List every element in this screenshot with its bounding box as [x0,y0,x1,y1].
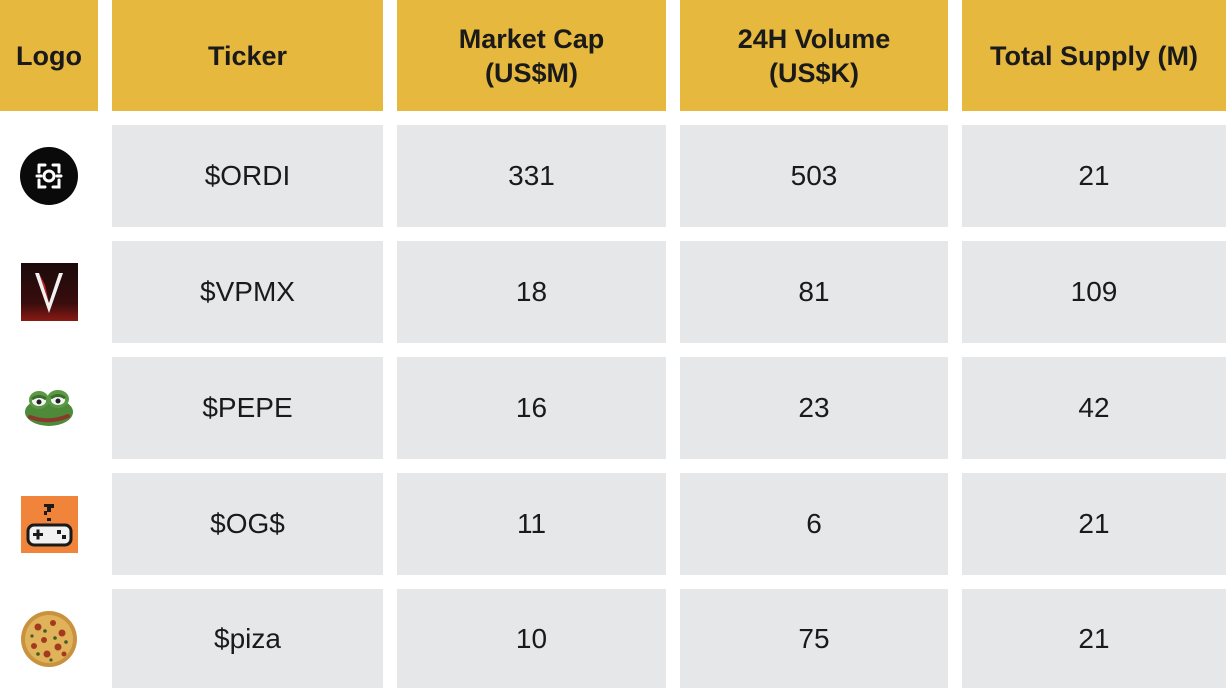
market-cap-cell: 331 [397,125,666,227]
pepe-frog-icon [25,390,73,426]
supply-value: 21 [1078,622,1110,654]
market-cap-value: 10 [515,622,548,654]
supply-cell: 109 [962,241,1226,343]
volume-value: 503 [790,160,838,191]
market-cap-cell: 18 [397,241,666,343]
market-cap-value: 11 [516,508,547,539]
vpmx-logo-icon [20,263,78,321]
volume-value: 23 [798,392,830,423]
header-volume-label: 24H Volume (US$K) [737,23,891,88]
header-volume: 24H Volume (US$K) [680,0,948,111]
table-row-logo [0,357,98,459]
ticker-value: $PEPE [202,392,293,423]
header-market-cap-label: Market Cap (US$M) [458,23,605,88]
table-row-logo [0,589,98,688]
pizza-icon [21,610,77,667]
header-logo: Logo [0,0,98,111]
ticker-cell: $OG$ [112,473,383,575]
ticker-value: $VPMX [200,276,295,307]
ordi-logo-icon [20,147,78,205]
supply-value: 109 [1070,276,1118,307]
supply-cell: 21 [962,473,1226,575]
supply-cell: 21 [962,125,1226,227]
supply-value: 21 [1078,508,1110,539]
header-ticker-label: Ticker [207,40,288,71]
header-market-cap: Market Cap (US$M) [397,0,666,111]
volume-value: 6 [806,508,822,539]
supply-value: 21 [1078,160,1110,191]
volume-cell: 503 [680,125,948,227]
table-row-logo [0,473,98,575]
market-cap-value: 18 [515,276,548,307]
ticker-cell: $piza [112,589,383,688]
header-ticker: Ticker [112,0,383,111]
header-logo-label: Logo [16,40,82,71]
volume-cell: 6 [680,473,948,575]
volume-cell: 81 [680,241,948,343]
ticker-cell: $VPMX [112,241,383,343]
header-supply-label: Total Supply (M) [990,40,1198,71]
market-cap-value: 16 [515,392,548,423]
table-row-logo [0,241,98,343]
ticker-value: $ORDI [204,160,291,191]
table-row-logo [0,125,98,227]
supply-value: 42 [1078,392,1110,423]
volume-cell: 23 [680,357,948,459]
market-cap-cell: 16 [397,357,666,459]
market-cap-value: 331 [508,160,555,191]
ticker-cell: $ORDI [112,125,383,227]
volume-value: 81 [798,276,830,307]
volume-cell: 75 [680,589,948,688]
ticker-cell: $PEPE [112,357,383,459]
header-supply: Total Supply (M) [962,0,1226,111]
volume-value: 75 [798,622,830,654]
gamepad-question-icon [20,495,78,553]
supply-cell: 42 [962,357,1226,459]
supply-cell: 21 [962,589,1226,688]
ticker-value: $OG$ [210,508,285,539]
market-cap-cell: 10 [397,589,666,688]
market-cap-cell: 11 [397,473,666,575]
ticker-value: $piza [214,622,281,654]
